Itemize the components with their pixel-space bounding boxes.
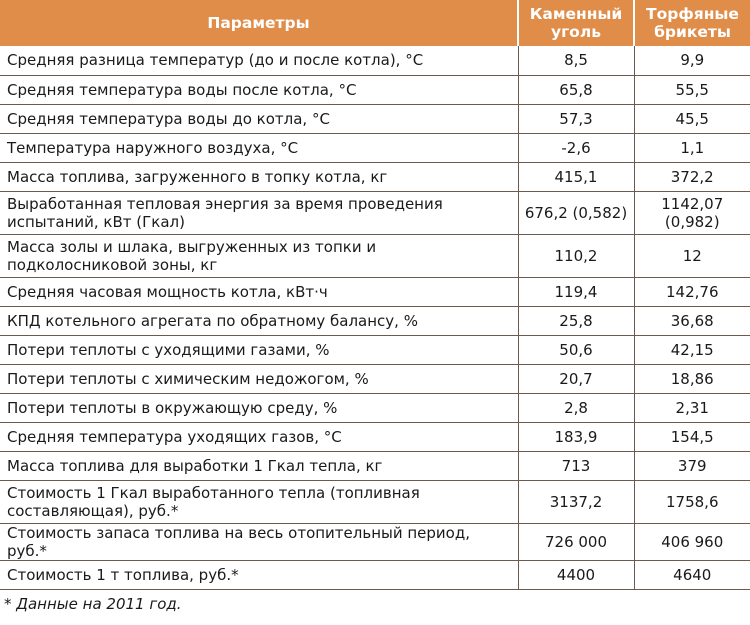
coal-value: 2,8 [518,393,635,423]
peat-value: 9,9 [634,46,750,76]
coal-value: 415,1 [518,162,635,192]
peat-value: 372,2 [634,162,750,192]
row-label: Средняя часовая мощность котла, кВт·ч [0,277,519,307]
row-label: Температура наружного воздуха, °С [0,133,519,163]
coal-value: 65,8 [518,75,635,105]
peat-value: 154,5 [634,422,750,452]
table-row: Стоимость запаса топлива на весь отопите… [0,523,750,561]
table-row: Масса золы и шлака, выгруженных из топки… [0,234,750,278]
table-row: Средняя температура уходящих газов, °С 18… [0,422,750,452]
peat-value: 142,76 [634,277,750,307]
peat-value: 12 [634,234,750,278]
peat-value: 42,15 [634,335,750,365]
header-coal: Каменный уголь [518,0,635,46]
row-label: Средняя температура уходящих газов, °С [0,422,519,452]
coal-value: 3137,2 [518,480,635,524]
table-row: Средняя температура воды после котла, °С… [0,75,750,105]
header-peat-briquettes: Торфяные брикеты [634,0,750,46]
table-body: Средняя разница температур (до и после к… [0,46,750,590]
coal-value: 110,2 [518,234,635,278]
coal-value: 57,3 [518,104,635,134]
row-label: Средняя разница температур (до и после к… [0,46,519,76]
peat-value: 18,86 [634,364,750,394]
peat-value: 4640 [634,560,750,590]
peat-value: 45,5 [634,104,750,134]
table-row: Выработанная тепловая энергия за время п… [0,191,750,235]
coal-value: 183,9 [518,422,635,452]
coal-value: 119,4 [518,277,635,307]
row-label: Масса топлива для выработки 1 Гкал тепла… [0,451,519,481]
table-row: Стоимость 1 т топлива, руб.* 4400 4640 [0,560,750,590]
table-header-row: Параметры Каменный уголь Торфяные брикет… [0,0,750,46]
row-label: Потери теплоты с уходящими газами, % [0,335,519,365]
peat-value: 36,68 [634,306,750,336]
peat-value: 55,5 [634,75,750,105]
table-row: Средняя разница температур (до и после к… [0,46,750,76]
coal-value: 713 [518,451,635,481]
footnote: * Данные на 2011 год. [4,595,182,613]
peat-value: 1758,6 [634,480,750,524]
peat-value: 1,1 [634,133,750,163]
row-label: Стоимость запаса топлива на весь отопите… [0,523,519,561]
peat-value: 2,31 [634,393,750,423]
table-row: Температура наружного воздуха, °С -2,6 1,1 [0,133,750,163]
table-row: Стоимость 1 Гкал выработанного тепла (то… [0,480,750,524]
table-row: Масса топлива для выработки 1 Гкал тепла… [0,451,750,481]
row-label: Средняя температура воды после котла, °С [0,75,519,105]
peat-value: 1142,07 (0,982) [634,191,750,235]
coal-value: 20,7 [518,364,635,394]
row-label: Выработанная тепловая энергия за время п… [0,191,519,235]
table-row: КПД котельного агрегата по обратному бал… [0,306,750,336]
peat-value: 406 960 [634,523,750,561]
coal-value: 25,8 [518,306,635,336]
row-label: Стоимость 1 т топлива, руб.* [0,560,519,590]
coal-value: 8,5 [518,46,635,76]
row-label: Стоимость 1 Гкал выработанного тепла (то… [0,480,519,524]
table-row: Потери теплоты с уходящими газами, % 50,6… [0,335,750,365]
table-row: Средняя температура воды до котла, °С 57,… [0,104,750,134]
coal-value: 676,2 (0,582) [518,191,635,235]
row-label: Потери теплоты с химическим недожогом, % [0,364,519,394]
row-label: Средняя температура воды до котла, °С [0,104,519,134]
coal-value: 4400 [518,560,635,590]
peat-value: 379 [634,451,750,481]
coal-value: 726 000 [518,523,635,561]
coal-value: 50,6 [518,335,635,365]
row-label: Масса топлива, загруженного в топку котл… [0,162,519,192]
table-row: Средняя часовая мощность котла, кВт·ч 119… [0,277,750,307]
row-label: Потери теплоты в окружающую среду, % [0,393,519,423]
comparison-table: Параметры Каменный уголь Торфяные брикет… [0,0,750,590]
table-row: Потери теплоты с химическим недожогом, %… [0,364,750,394]
row-label: Масса золы и шлака, выгруженных из топки… [0,234,519,278]
table-row: Масса топлива, загруженного в топку котл… [0,162,750,192]
coal-value: -2,6 [518,133,635,163]
table-row: Потери теплоты в окружающую среду, % 2,8 2… [0,393,750,423]
row-label: КПД котельного агрегата по обратному бал… [0,306,519,336]
header-parameters: Параметры [0,0,519,46]
